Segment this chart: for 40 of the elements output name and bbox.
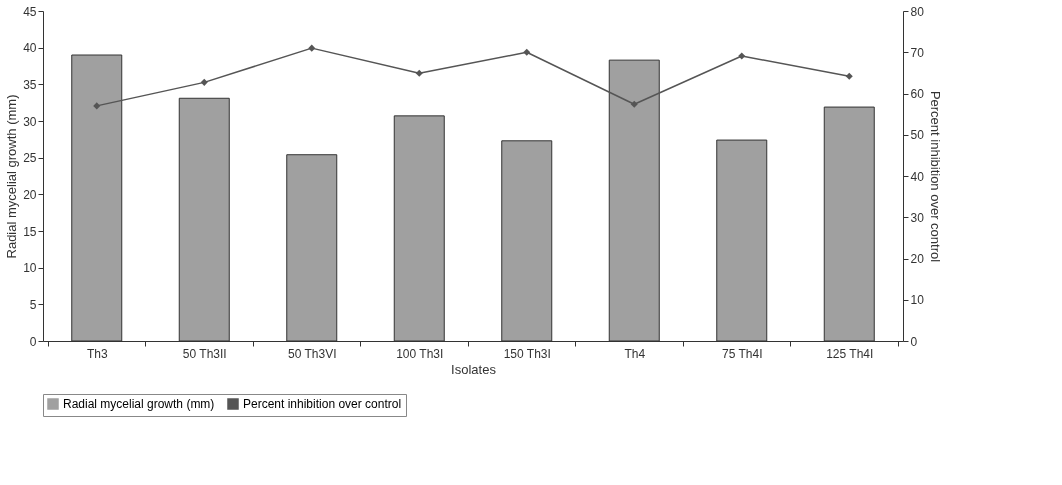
- x-axis-title: Isolates: [451, 361, 497, 377]
- legend-label: Percent inhibition over control: [243, 397, 402, 411]
- y2-tick-label: 50: [910, 128, 925, 143]
- x-tick-label: 125 Th4I: [826, 346, 874, 361]
- y-tick-label: 10: [23, 261, 37, 276]
- x-tick-label: 150 Th3I: [503, 346, 551, 361]
- y-tick-label: 20: [23, 187, 37, 202]
- point: [93, 102, 101, 110]
- y2-axis-title: Percent inhibition over control: [927, 90, 943, 263]
- y-tick-label: 30: [23, 114, 37, 129]
- x-tick-label: Th4: [624, 346, 646, 361]
- y2-tick-label: 0: [910, 334, 918, 349]
- y-tick-label: 35: [23, 77, 37, 92]
- y2-tick-label: 80: [910, 4, 925, 19]
- y-tick-label: 40: [23, 41, 37, 56]
- point: [738, 52, 746, 60]
- x-tick-label: 50 Th3VI: [288, 346, 337, 361]
- x-tick-label: 50 Th3II: [182, 346, 227, 361]
- point: [630, 100, 638, 108]
- point: [415, 69, 423, 77]
- point: [845, 72, 853, 80]
- y2-tick-label: 10: [910, 293, 925, 308]
- x-tick-label: 100 Th3I: [396, 346, 444, 361]
- point: [523, 48, 531, 56]
- point: [200, 78, 208, 86]
- y-tick-label: 15: [23, 224, 37, 239]
- x-tick-label: 75 Th4I: [722, 346, 763, 361]
- y-tick-label: 5: [29, 297, 37, 312]
- legend-label: Radial mycelial growth (mm): [63, 397, 215, 411]
- x-tick-label: Th3: [86, 346, 108, 361]
- y-tick-label: 25: [23, 151, 37, 166]
- y-tick-label: 0: [29, 334, 37, 349]
- y-tick-label: 45: [23, 4, 37, 19]
- y2-tick-label: 70: [910, 45, 925, 60]
- y2-tick-label: 40: [910, 169, 925, 184]
- y2-tick-label: 60: [910, 87, 925, 101]
- y-axis-title: Radial mycelial growth (mm): [4, 94, 20, 259]
- y2-tick-label: 20: [910, 252, 925, 266]
- y2-tick-label: 30: [910, 210, 925, 225]
- point: [308, 44, 316, 52]
